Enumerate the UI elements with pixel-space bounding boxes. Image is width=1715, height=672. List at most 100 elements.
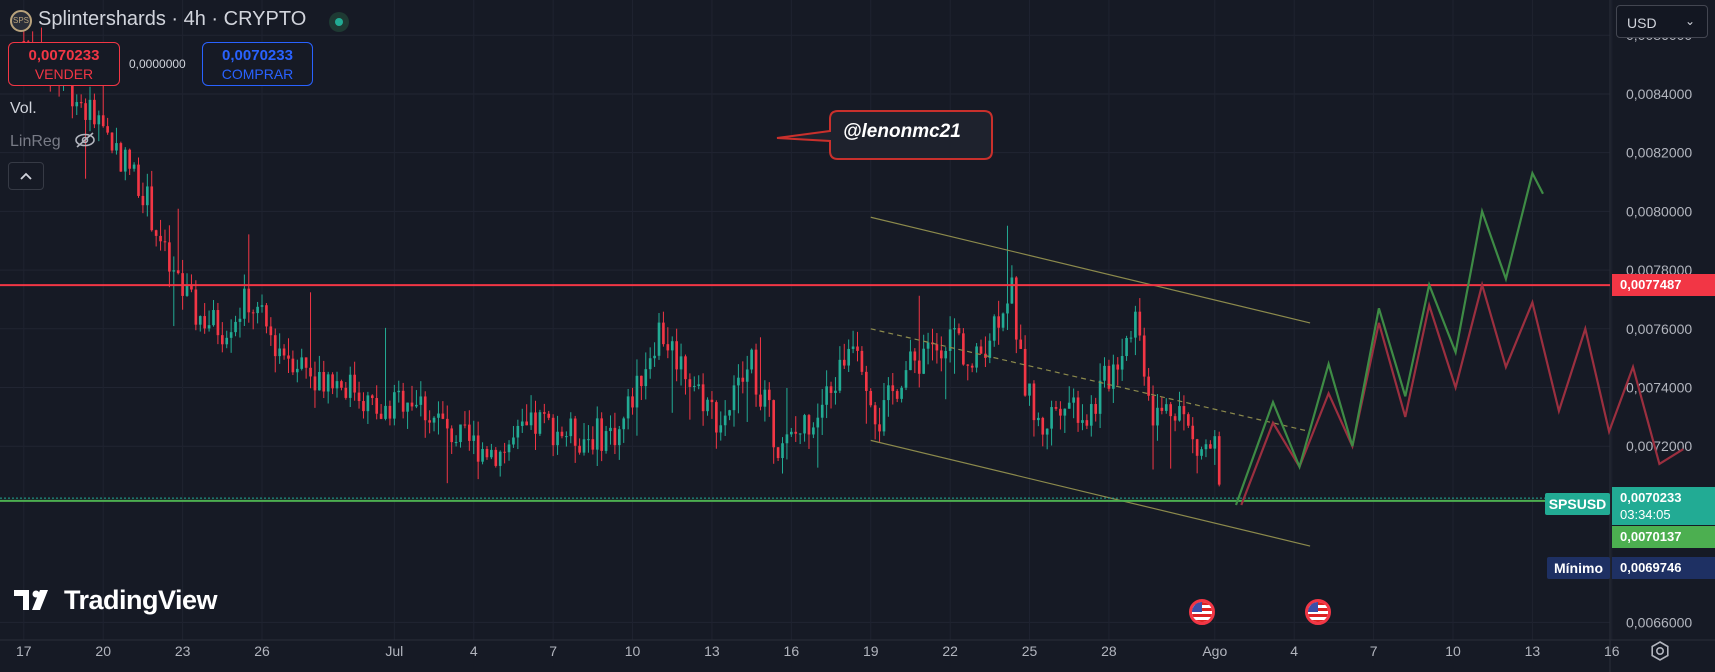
- candle-body: [243, 288, 246, 319]
- candle-body: [1067, 402, 1071, 409]
- candle-body: [997, 316, 1000, 328]
- x-tick-label: 19: [863, 643, 879, 659]
- candle-body: [679, 356, 683, 370]
- candle-body: [851, 346, 855, 349]
- candle-body: [560, 431, 564, 437]
- market-open-dot-icon[interactable]: [329, 12, 349, 32]
- candle-body: [229, 332, 233, 338]
- candle-body: [772, 400, 776, 448]
- buy-button[interactable]: 0,0070233 COMPRAR: [202, 42, 313, 86]
- volume-indicator-label[interactable]: Vol.: [10, 100, 37, 117]
- x-tick-label: 13: [704, 643, 720, 659]
- candle-body: [137, 164, 140, 196]
- candle-body: [176, 270, 180, 274]
- candle-body: [340, 381, 343, 388]
- candle-body: [256, 306, 259, 314]
- candle-body: [353, 374, 356, 393]
- sell-price: 0,0070233: [28, 47, 100, 64]
- candle-body: [207, 325, 211, 329]
- candle-body: [265, 305, 268, 327]
- us-flag-icon[interactable]: [1305, 599, 1331, 625]
- candle-body: [913, 351, 917, 361]
- candle-body: [520, 421, 524, 426]
- candle-body: [966, 364, 970, 366]
- candle-body: [635, 375, 639, 408]
- candle-body: [1050, 407, 1053, 429]
- candle-body: [1098, 380, 1102, 414]
- candle-body: [251, 312, 255, 314]
- candle-body: [838, 359, 842, 391]
- candle-body: [128, 149, 132, 169]
- candle-body: [970, 365, 974, 368]
- candle-body: [723, 415, 727, 426]
- candle-body: [141, 195, 145, 206]
- x-tick-label: 4: [470, 643, 478, 659]
- candle-body: [1120, 356, 1124, 370]
- collapse-legend-button[interactable]: [8, 162, 44, 190]
- candle-body: [388, 405, 392, 419]
- candle-body: [842, 359, 846, 366]
- x-tick-label: 13: [1525, 643, 1541, 659]
- candle-body: [154, 230, 158, 236]
- candle-body: [1129, 337, 1133, 339]
- candle-body: [203, 316, 206, 329]
- candle-body: [344, 387, 348, 398]
- candle-body: [225, 337, 229, 345]
- us-flag-icon[interactable]: [1188, 599, 1215, 625]
- candle-body: [1147, 376, 1150, 396]
- candle-body: [825, 386, 828, 405]
- currency-select[interactable]: USD ⌄: [1616, 5, 1708, 38]
- minimum-tag: Mínimo: [1547, 557, 1610, 579]
- candle-body: [1032, 383, 1036, 421]
- candle-body: [803, 415, 806, 434]
- candle-body: [410, 402, 414, 407]
- candle-body: [97, 115, 101, 125]
- candle-body: [640, 375, 643, 387]
- candle-body: [216, 310, 220, 336]
- candle-body: [1072, 397, 1075, 403]
- candle-body: [732, 385, 736, 411]
- candle-body: [609, 427, 612, 432]
- candle-body: [895, 391, 899, 399]
- candle-body: [463, 424, 467, 426]
- candle-body: [962, 333, 965, 365]
- x-tick-label: 23: [175, 643, 191, 659]
- candle-body: [1138, 311, 1142, 336]
- candle-body: [269, 326, 273, 336]
- channel-middle-line: [870, 328, 1311, 433]
- candle-body: [278, 348, 281, 357]
- buy-price: 0,0070233: [222, 47, 293, 64]
- candle-body: [397, 390, 401, 393]
- candle-body: [1037, 417, 1040, 421]
- candle-body: [1151, 395, 1155, 426]
- x-tick-label: 26: [254, 643, 270, 659]
- eye-off-icon[interactable]: [74, 131, 96, 149]
- candle-body: [22, 41, 26, 43]
- candle-body: [1195, 439, 1199, 456]
- candle-body: [101, 115, 105, 127]
- candle-body: [926, 342, 930, 349]
- callout-text: @lenonmc21: [843, 121, 961, 142]
- candle-body: [481, 448, 484, 462]
- sell-label: VENDER: [34, 66, 94, 82]
- candle-body: [71, 79, 74, 107]
- candle-body: [454, 442, 458, 444]
- candle-body: [767, 389, 771, 401]
- candle-body: [1213, 436, 1217, 449]
- candle-body: [234, 321, 237, 333]
- sell-button[interactable]: 0,0070233 VENDER: [8, 42, 120, 86]
- candle-body: [631, 396, 634, 408]
- candle-body: [948, 329, 952, 351]
- settings-icon[interactable]: [1649, 640, 1671, 662]
- candle-body: [904, 370, 908, 388]
- linreg-indicator-label[interactable]: LinReg: [10, 133, 61, 150]
- candle-body: [529, 412, 533, 426]
- candle-body: [1164, 404, 1168, 411]
- candle-body: [441, 413, 445, 419]
- candle-body: [622, 418, 626, 430]
- candle-body: [432, 417, 436, 423]
- candle-body: [1059, 408, 1062, 416]
- current-price-label: 0,0070233 03:34:05: [1612, 487, 1715, 526]
- chevron-down-icon: ⌄: [1684, 14, 1695, 28]
